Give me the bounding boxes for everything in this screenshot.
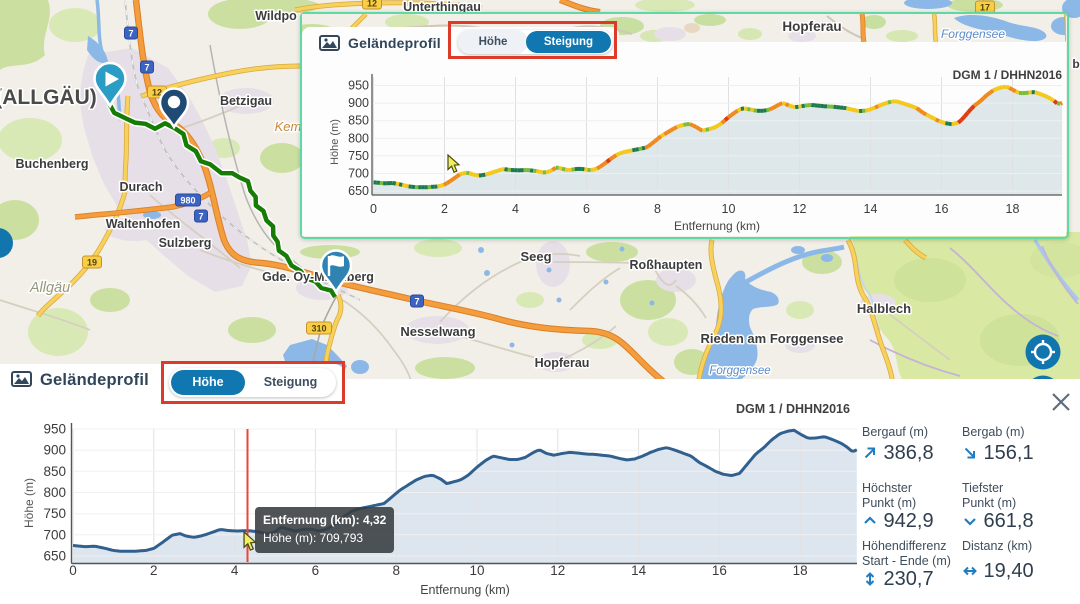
svg-text:10: 10: [722, 202, 736, 216]
svg-text:800: 800: [43, 485, 66, 500]
svg-text:8: 8: [392, 563, 400, 578]
svg-text:6: 6: [312, 563, 320, 578]
svg-text:800: 800: [348, 131, 369, 145]
svg-text:Buchenberg: Buchenberg: [16, 157, 89, 171]
svg-text:900: 900: [348, 96, 369, 110]
svg-text:14: 14: [631, 563, 647, 578]
svg-text:8: 8: [654, 202, 661, 216]
svg-text:310: 310: [311, 324, 326, 334]
svg-text:12: 12: [793, 202, 807, 216]
svg-text:750: 750: [348, 149, 369, 163]
svg-text:6: 6: [583, 202, 590, 216]
svg-text:19: 19: [87, 258, 97, 268]
svg-text:4: 4: [231, 563, 239, 578]
svg-text:980: 980: [180, 196, 195, 206]
svg-text:Unterthingau: Unterthingau: [403, 0, 481, 14]
svg-text:Kem: Kem: [275, 119, 302, 134]
svg-text:0: 0: [370, 202, 377, 216]
svg-text:Wildpo: Wildpo: [255, 9, 297, 23]
svg-text:7: 7: [198, 212, 203, 222]
svg-text:18: 18: [793, 563, 808, 578]
svg-text:(ALLGÄU): (ALLGÄU): [0, 86, 97, 109]
svg-text:7: 7: [128, 29, 133, 39]
svg-text:Hopferau: Hopferau: [782, 19, 841, 34]
svg-text:900: 900: [43, 443, 66, 458]
svg-text:850: 850: [348, 114, 369, 128]
svg-text:650: 650: [348, 184, 369, 198]
svg-text:18: 18: [1006, 202, 1020, 216]
svg-text:17: 17: [980, 3, 990, 13]
svg-text:Waltenhofen: Waltenhofen: [106, 217, 181, 231]
svg-text:Halblech: Halblech: [857, 301, 911, 316]
svg-text:Nesselwang: Nesselwang: [400, 324, 475, 339]
svg-text:650: 650: [43, 549, 66, 564]
svg-text:Entfernung (km): Entfernung (km): [674, 219, 760, 233]
svg-text:12: 12: [367, 0, 377, 9]
svg-text:700: 700: [43, 527, 66, 542]
svg-text:10: 10: [469, 563, 484, 578]
svg-text:Sulzberg: Sulzberg: [159, 236, 212, 250]
svg-text:4: 4: [512, 202, 519, 216]
svg-text:Forggensee: Forggensee: [709, 365, 770, 377]
svg-text:12: 12: [550, 563, 565, 578]
svg-text:b: b: [1072, 57, 1079, 71]
svg-text:Hopferau: Hopferau: [535, 356, 590, 370]
svg-text:Seeg: Seeg: [520, 249, 551, 264]
svg-text:Höhe (m): Höhe (m): [329, 119, 341, 165]
svg-text:2: 2: [150, 563, 158, 578]
svg-text:950: 950: [43, 422, 66, 437]
svg-text:700: 700: [348, 167, 369, 181]
svg-text:Forggensee: Forggensee: [941, 27, 1005, 41]
svg-text:0: 0: [69, 563, 77, 578]
svg-text:750: 750: [43, 506, 66, 521]
svg-text:Roßhaupten: Roßhaupten: [630, 258, 703, 272]
svg-text:850: 850: [43, 464, 66, 479]
svg-text:Entfernung (km): Entfernung (km): [420, 583, 510, 597]
svg-text:Allgäu: Allgäu: [29, 280, 70, 296]
svg-text:950: 950: [348, 79, 369, 93]
svg-text:16: 16: [935, 202, 949, 216]
svg-text:7: 7: [414, 297, 419, 307]
svg-text:16: 16: [712, 563, 727, 578]
svg-text:2: 2: [441, 202, 448, 216]
svg-text:14: 14: [864, 202, 878, 216]
svg-text:Durach: Durach: [119, 180, 162, 194]
svg-text:Rieden am Forggensee: Rieden am Forggensee: [700, 331, 843, 346]
svg-text:Höhe (m): Höhe (m): [22, 478, 36, 528]
svg-text:12: 12: [152, 88, 162, 98]
svg-text:Betzigau: Betzigau: [220, 94, 272, 108]
svg-text:7: 7: [144, 63, 149, 73]
